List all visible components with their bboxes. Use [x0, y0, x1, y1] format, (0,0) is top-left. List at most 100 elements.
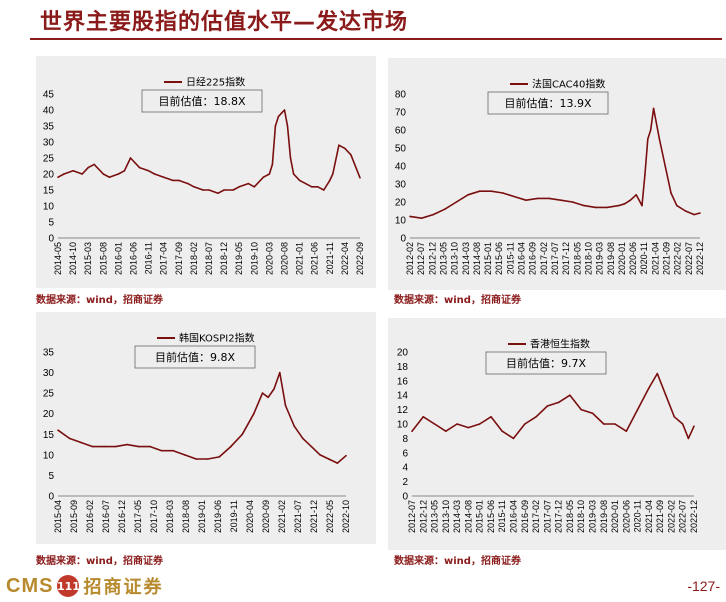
- series-line: [57, 371, 347, 464]
- data-point: [298, 179, 301, 182]
- legend-label: 香港恒生指数: [530, 338, 590, 351]
- data-point: [432, 213, 434, 216]
- legend-label: 韩国KOSPI2指数: [179, 332, 255, 345]
- x-tick-label: 2013-05: [438, 242, 448, 275]
- data-point: [501, 430, 503, 432]
- y-tick-label: 10: [395, 216, 407, 227]
- data-point: [467, 426, 470, 429]
- data-point: [217, 192, 219, 194]
- data-point: [525, 199, 527, 201]
- x-tick-label: 2019-05: [234, 242, 244, 275]
- data-point: [656, 372, 659, 375]
- x-tick-label: 2016-09: [528, 242, 538, 275]
- x-tick-label: 2017-02: [539, 242, 549, 275]
- y-tick-label: 5: [48, 471, 54, 482]
- data-point: [623, 203, 626, 205]
- x-tick-label: 2015-09: [69, 500, 79, 533]
- x-tick-label: 2016-04: [517, 242, 527, 275]
- x-tick-label: 2021-09: [655, 500, 665, 533]
- x-tick-label: 2017-12: [554, 500, 564, 533]
- x-tick-label: 2022-09: [355, 242, 365, 275]
- data-source-kospi2: 数据来源：wind，招商证券: [36, 556, 163, 567]
- data-point: [178, 179, 180, 182]
- x-tick-label: 2021-12: [309, 500, 319, 533]
- series-line: [411, 372, 695, 440]
- y-tick-label: 40: [43, 106, 55, 117]
- data-point: [195, 458, 197, 460]
- y-tick-label: 60: [395, 126, 407, 137]
- data-point: [280, 112, 283, 114]
- data-point: [289, 157, 292, 159]
- data-point: [57, 429, 59, 431]
- data-point: [344, 147, 346, 150]
- y-tick-label: 12: [397, 405, 409, 416]
- y-tick-label: 15: [43, 186, 55, 197]
- data-point: [629, 199, 632, 201]
- annotation-text: 目前估值：9.8X: [155, 350, 235, 364]
- data-point: [652, 107, 655, 110]
- x-tick-label: 2016-02: [85, 500, 95, 533]
- x-tick-label: 2014-05: [53, 242, 63, 275]
- data-point: [261, 392, 264, 394]
- data-source-nikkei: 数据来源：wind，招商证券: [36, 295, 163, 306]
- data-point: [456, 423, 458, 425]
- x-tick-label: 2015-03: [83, 242, 93, 275]
- annotation-box: [485, 351, 607, 375]
- x-tick-label: 2018-03: [165, 500, 175, 533]
- data-point: [232, 189, 234, 191]
- data-point: [618, 204, 620, 207]
- x-tick-label: 2021-11: [325, 242, 335, 274]
- y-tick-label: 30: [43, 368, 55, 379]
- x-tick-label: 2020-01: [617, 242, 627, 275]
- data-point: [114, 445, 117, 448]
- annotation-text: 目前估值：9.7X: [506, 356, 586, 370]
- data-point: [467, 194, 469, 196]
- data-point: [684, 210, 687, 212]
- data-point: [571, 201, 574, 203]
- data-point: [247, 182, 250, 185]
- x-tick-label: 2022-07: [684, 242, 694, 275]
- data-point: [345, 454, 347, 457]
- y-tick-label: 80: [395, 90, 407, 101]
- logo-text-cn: 招商证券: [83, 577, 164, 598]
- y-tick-label: 50: [395, 144, 407, 155]
- data-source-cac40: 数据来源：wind，招商证券: [394, 295, 521, 306]
- data-point: [673, 416, 676, 418]
- legend-label: 法国CAC40指数: [532, 78, 605, 91]
- data-point: [108, 176, 111, 178]
- data-point: [693, 425, 695, 427]
- x-tick-label: 2019-08: [599, 500, 609, 533]
- data-point: [123, 170, 126, 172]
- x-tick-label: 2021-02: [277, 500, 287, 533]
- annotation-text: 目前估值：13.9X: [504, 96, 591, 110]
- y-tick-label: 0: [48, 234, 54, 245]
- x-tick-label: 2022-07: [678, 500, 688, 533]
- x-tick-label: 2013-10: [441, 500, 451, 533]
- data-point: [304, 182, 307, 185]
- data-point: [625, 430, 628, 432]
- data-point: [636, 408, 639, 411]
- x-tick-label: 2012-07: [416, 242, 426, 275]
- x-tick-label: 2019-06: [213, 500, 223, 533]
- y-tick-label: 35: [43, 348, 55, 359]
- y-tick-label: 14: [397, 391, 409, 402]
- data-point: [580, 408, 582, 411]
- x-tick-label: 2018-05: [572, 242, 582, 275]
- data-point: [91, 445, 94, 448]
- x-tick-label: 2019-10: [249, 242, 259, 275]
- x-tick-label: 2017-05: [133, 500, 143, 533]
- data-point: [271, 163, 274, 166]
- y-tick-label: 25: [43, 389, 55, 400]
- x-tick-label: 2022-05: [325, 500, 335, 533]
- data-point: [490, 190, 492, 192]
- data-point: [594, 206, 597, 209]
- x-tick-label: 2020-03: [264, 242, 274, 275]
- legend-label: 日经225指数: [186, 76, 245, 89]
- data-point: [644, 174, 646, 176]
- y-tick-label: 70: [395, 108, 407, 119]
- data-point: [444, 208, 446, 210]
- data-point: [502, 192, 504, 194]
- x-tick-label: 2021-04: [650, 242, 660, 275]
- x-tick-label: 2015-11: [497, 500, 507, 532]
